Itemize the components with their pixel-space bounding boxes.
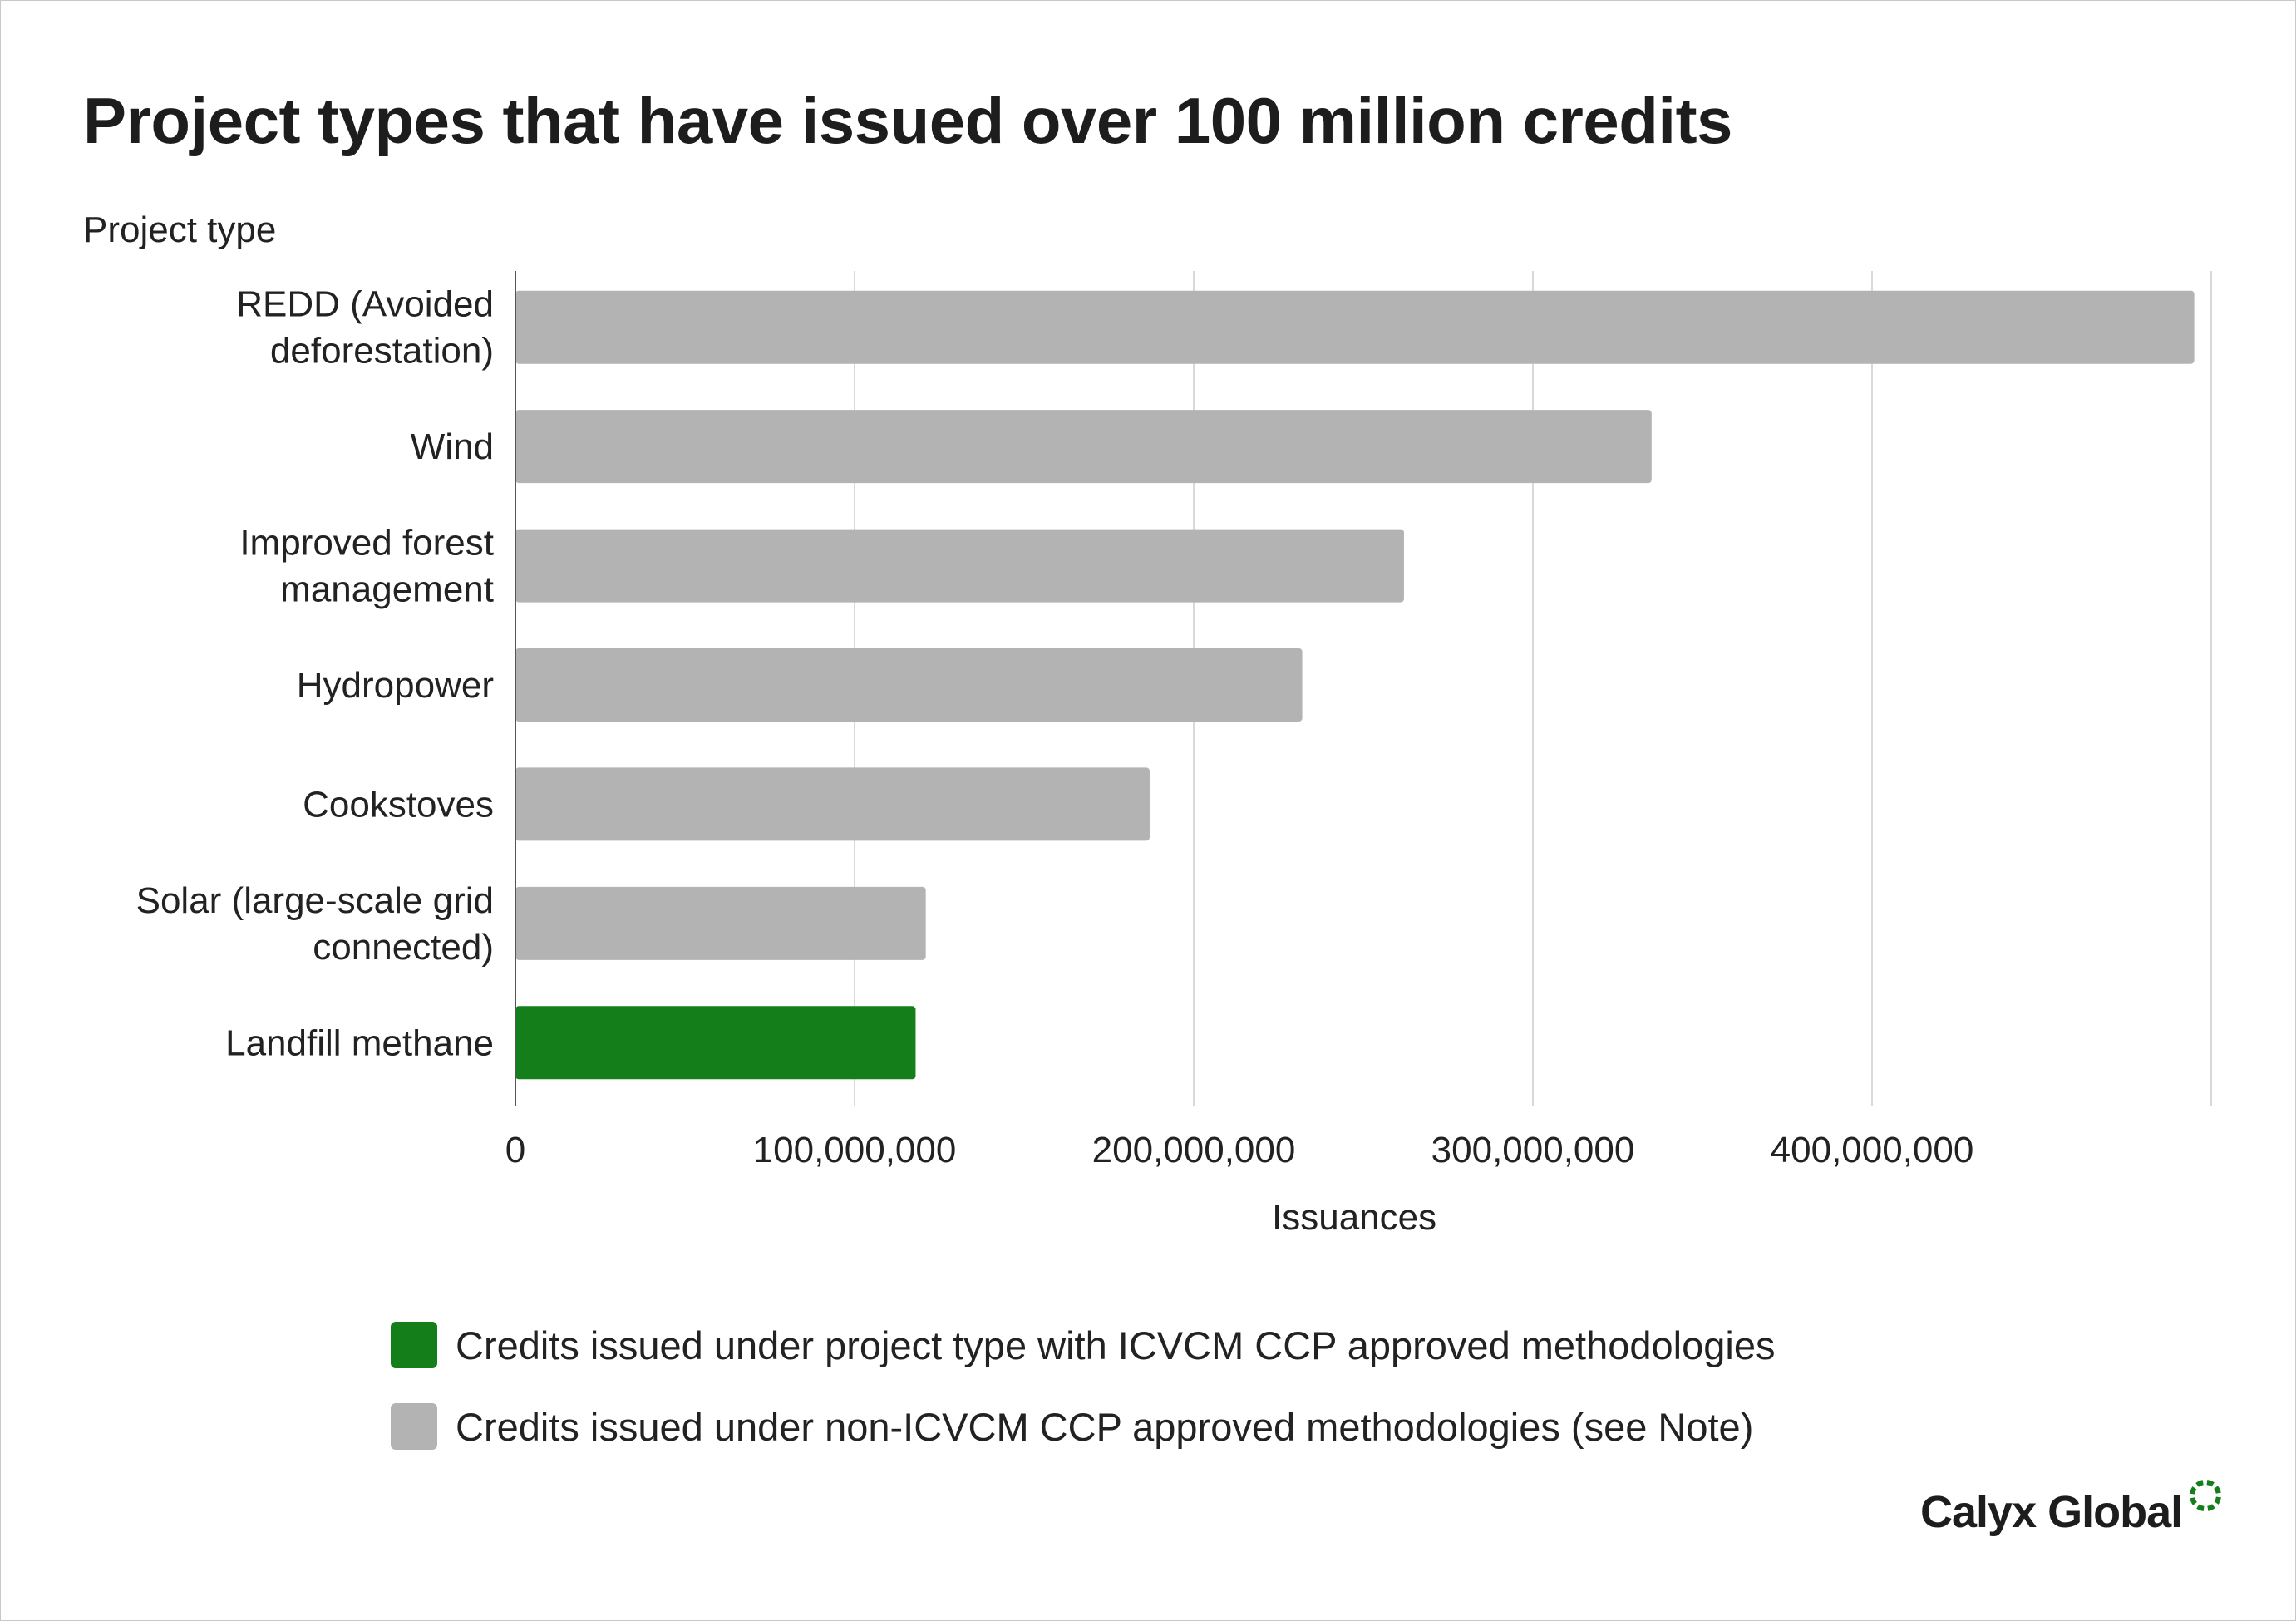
logo-ring-icon [2190,1480,2221,1511]
category-label: Solar (large-scale grid [136,880,494,921]
x-tick-label: 100,000,000 [753,1130,957,1170]
y-axis-title: Project type [83,209,277,250]
legend: Credits issued under project type with I… [391,1322,1775,1485]
category-label: Cookstoves [303,784,494,825]
legend-label-non-approved: Credits issued under non-ICVCM CCP appro… [456,1404,1754,1449]
category-label: Improved forest [239,523,494,564]
bar-6 [515,1006,916,1080]
logo-text: Calyx Global [1920,1487,2183,1537]
logo-ring-segment [2214,1496,2221,1505]
logo-ring-segment [2207,1504,2215,1511]
legend-label-approved: Credits issued under project type with I… [456,1323,1776,1367]
legend-item-non-approved: Credits issued under non-ICVCM CCP appro… [391,1403,1775,1450]
x-tick-label: 300,000,000 [1431,1130,1635,1170]
logo-ring-segment [2214,1486,2221,1494]
x-tick-label: 400,000,000 [1771,1130,1974,1170]
category-label: management [280,569,494,610]
chart-title: Project types that have issued over 100 … [83,84,1732,157]
bar-5 [515,886,926,960]
bar-2 [515,529,1404,603]
logo-ring-segment [2196,1504,2205,1511]
category-label: Hydropower [297,665,494,706]
bar-3 [515,648,1303,722]
logo-ring-segment [2190,1486,2197,1495]
logo-ring-segment [2206,1480,2215,1487]
legend-item-approved: Credits issued under project type with I… [391,1322,1775,1368]
x-tick-label: 200,000,000 [1092,1130,1296,1170]
category-label: Landfill methane [225,1022,494,1063]
bar-4 [515,767,1150,841]
bar-1 [515,410,1652,484]
calyx-global-logo: Calyx Global [1920,1470,2225,1538]
x-tick-label: 0 [505,1130,525,1170]
x-axis-title: Issuances [1272,1197,1437,1238]
category-label: REDD (Avoided [236,284,494,325]
logo-ring-segment [2190,1497,2198,1505]
bar-0 [515,290,2195,364]
category-label: connected) [313,927,494,968]
legend-swatch-green [391,1322,437,1368]
legend-swatch-gray [391,1403,437,1450]
category-label: deforestation) [270,331,494,372]
category-label: Wind [411,426,494,467]
logo-ring-segment [2195,1480,2204,1487]
